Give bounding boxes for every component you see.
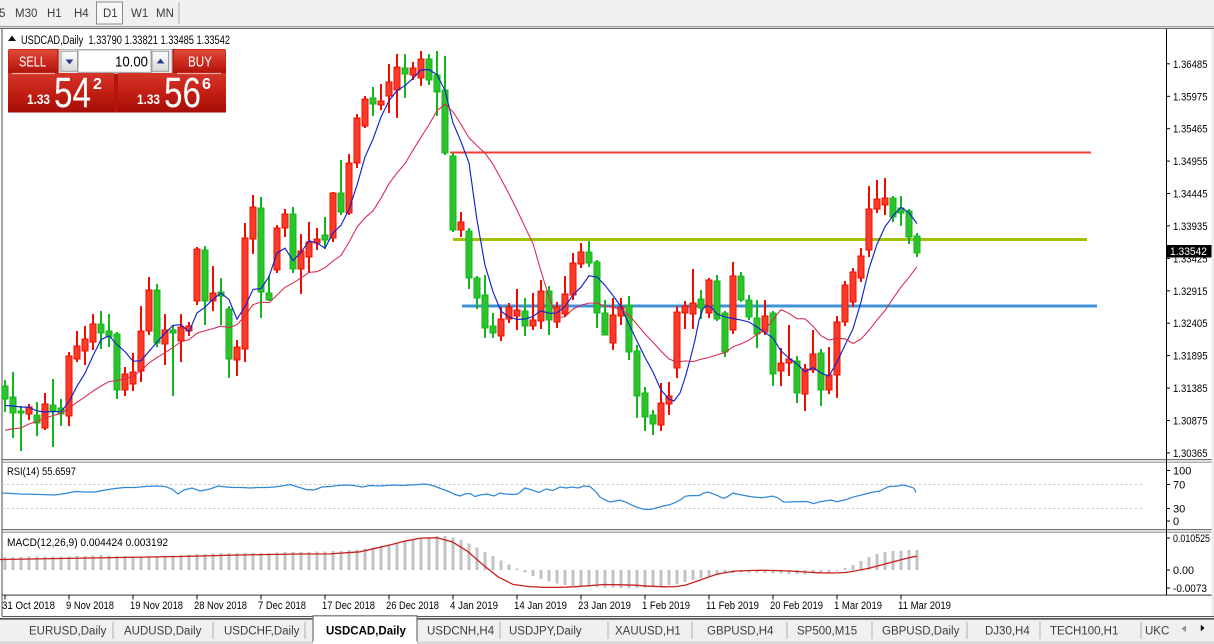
svg-text:D1: D1 bbox=[103, 8, 118, 20]
svg-text:28 Nov 2018: 28 Nov 2018 bbox=[194, 600, 247, 612]
svg-text:20 Feb 2019: 20 Feb 2019 bbox=[770, 600, 823, 612]
svg-text:1 Mar 2019: 1 Mar 2019 bbox=[834, 600, 882, 612]
svg-text:UKC: UKC bbox=[1145, 626, 1169, 638]
svg-text:1.30875: 1.30875 bbox=[1173, 416, 1208, 428]
svg-text:TECH100,H1: TECH100,H1 bbox=[1050, 626, 1118, 638]
svg-text:6: 6 bbox=[202, 76, 211, 93]
svg-text:7 Dec 2018: 7 Dec 2018 bbox=[258, 600, 306, 612]
svg-text:14 Jan 2019: 14 Jan 2019 bbox=[514, 600, 567, 612]
svg-text:70: 70 bbox=[1173, 480, 1185, 492]
svg-text:1.34955: 1.34955 bbox=[1173, 156, 1208, 168]
svg-text:2: 2 bbox=[93, 76, 102, 93]
svg-text:1.31385: 1.31385 bbox=[1173, 383, 1208, 395]
svg-text:1 Feb 2019: 1 Feb 2019 bbox=[642, 600, 690, 612]
svg-text:9 Nov 2018: 9 Nov 2018 bbox=[66, 600, 114, 612]
svg-text:100: 100 bbox=[1173, 466, 1191, 478]
svg-text:BUY: BUY bbox=[188, 55, 212, 71]
svg-text:26 Dec 2018: 26 Dec 2018 bbox=[386, 600, 439, 612]
svg-text:1.35975: 1.35975 bbox=[1173, 91, 1208, 103]
svg-text:H1: H1 bbox=[47, 8, 62, 20]
svg-text:10.00: 10.00 bbox=[115, 54, 148, 71]
svg-text:11 Mar 2019: 11 Mar 2019 bbox=[898, 600, 951, 612]
svg-text:GBPUSD,Daily: GBPUSD,Daily bbox=[882, 626, 960, 638]
svg-text:MACD(12,26,9) 0.004424 0.00319: MACD(12,26,9) 0.004424 0.003192 bbox=[7, 537, 168, 549]
svg-text:1.33542: 1.33542 bbox=[1170, 246, 1207, 258]
svg-text:W1: W1 bbox=[131, 8, 148, 20]
svg-text:M30: M30 bbox=[15, 8, 37, 20]
svg-text:4 Jan 2019: 4 Jan 2019 bbox=[450, 600, 498, 612]
svg-text:SELL: SELL bbox=[19, 55, 46, 71]
svg-text:11 Feb 2019: 11 Feb 2019 bbox=[706, 600, 759, 612]
svg-text:SP500,M15: SP500,M15 bbox=[797, 626, 857, 638]
svg-text:AUDUSD,Daily: AUDUSD,Daily bbox=[124, 626, 202, 638]
svg-text:31 Oct 2018: 31 Oct 2018 bbox=[2, 600, 55, 612]
svg-text:0: 0 bbox=[1173, 516, 1179, 528]
svg-text:USDJPY,Daily: USDJPY,Daily bbox=[509, 626, 582, 638]
svg-text:5: 5 bbox=[0, 8, 5, 20]
svg-text:RSI(14) 55.6597: RSI(14) 55.6597 bbox=[7, 466, 76, 478]
svg-text:17 Dec 2018: 17 Dec 2018 bbox=[322, 600, 375, 612]
svg-text:DJ30,H4: DJ30,H4 bbox=[985, 626, 1030, 638]
svg-text:1.30365: 1.30365 bbox=[1173, 448, 1208, 460]
svg-text:1.36485: 1.36485 bbox=[1173, 59, 1208, 71]
svg-text:1.35465: 1.35465 bbox=[1173, 124, 1208, 136]
svg-text:USDCHF,Daily: USDCHF,Daily bbox=[224, 626, 300, 638]
svg-text:1.32405: 1.32405 bbox=[1173, 318, 1208, 330]
svg-text:USDCNH,H4: USDCNH,H4 bbox=[427, 626, 495, 638]
svg-text:EURUSD,Daily: EURUSD,Daily bbox=[29, 626, 107, 638]
svg-text:1.33935: 1.33935 bbox=[1173, 221, 1208, 233]
svg-text:1.33: 1.33 bbox=[137, 92, 160, 107]
svg-text:56: 56 bbox=[164, 69, 201, 117]
svg-text:-0.0073: -0.0073 bbox=[1173, 583, 1207, 595]
svg-text:0.00: 0.00 bbox=[1173, 565, 1194, 577]
svg-text:0.010525: 0.010525 bbox=[1173, 533, 1210, 545]
svg-text:54: 54 bbox=[54, 69, 91, 117]
svg-text:USDCAD,Daily 1.33790 1.33821: USDCAD,Daily 1.33790 1.33821 1.33485 1.3… bbox=[21, 35, 230, 47]
svg-text:1.32915: 1.32915 bbox=[1173, 286, 1208, 298]
svg-text:19 Nov 2018: 19 Nov 2018 bbox=[130, 600, 183, 612]
svg-text:1.34445: 1.34445 bbox=[1173, 189, 1208, 201]
svg-text:23 Jan 2019: 23 Jan 2019 bbox=[578, 600, 631, 612]
svg-text:H4: H4 bbox=[74, 8, 89, 20]
svg-text:1.31895: 1.31895 bbox=[1173, 351, 1208, 363]
svg-text:1.33: 1.33 bbox=[27, 92, 50, 107]
svg-text:XAUUSD,H1: XAUUSD,H1 bbox=[615, 626, 681, 638]
svg-text:30: 30 bbox=[1173, 504, 1185, 516]
svg-text:GBPUSD,H4: GBPUSD,H4 bbox=[707, 626, 774, 638]
svg-text:MN: MN bbox=[156, 8, 174, 20]
svg-text:USDCAD,Daily: USDCAD,Daily bbox=[326, 626, 406, 638]
